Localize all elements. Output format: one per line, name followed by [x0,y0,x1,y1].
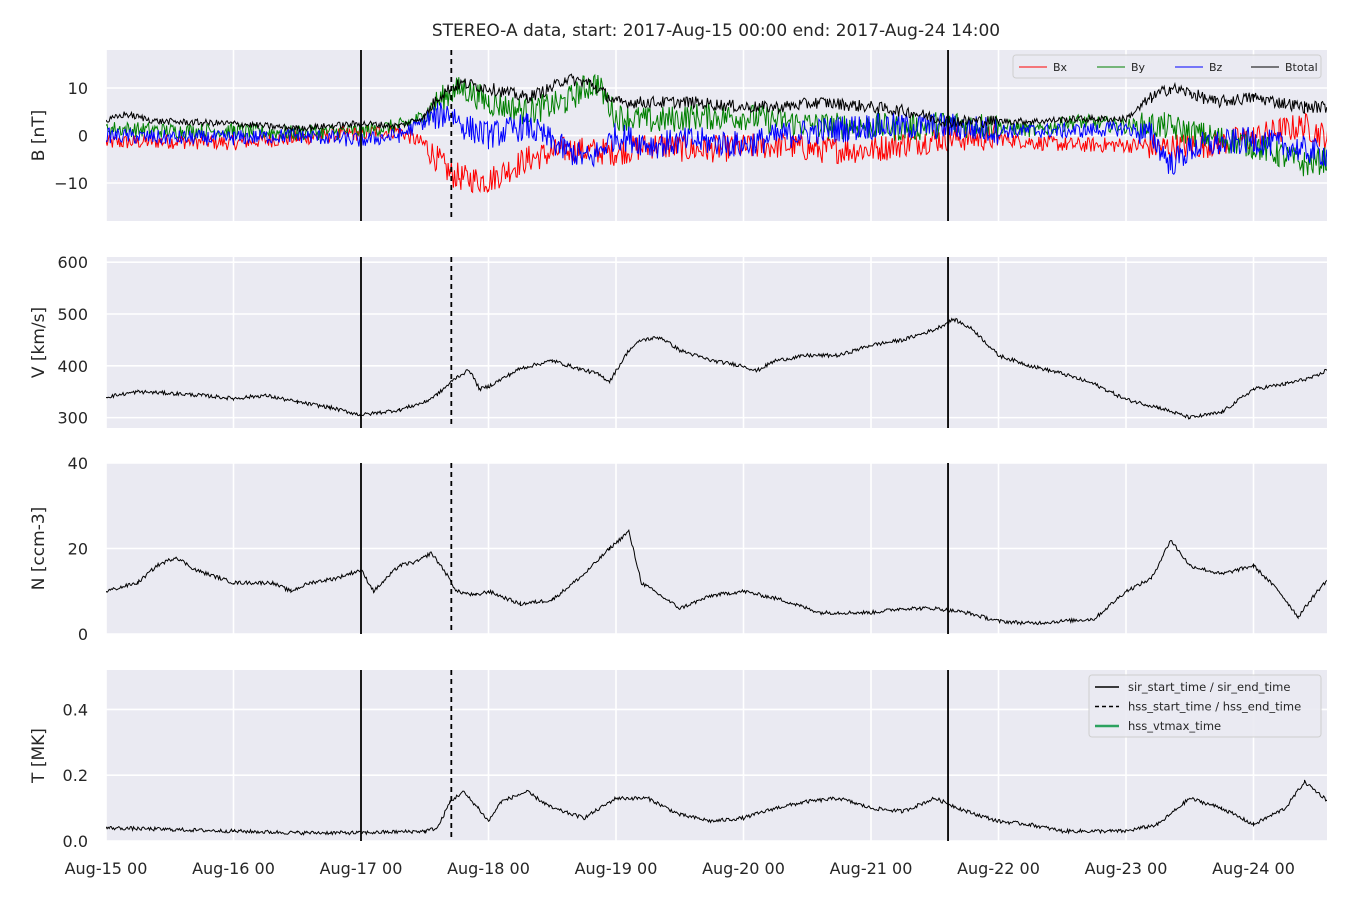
x-tick-label: Aug-15 00 [65,859,148,878]
panel-V-traces [106,317,1327,420]
x-tick-label: Aug-19 00 [575,859,658,878]
chart-title: STEREO-A data, start: 2017-Aug-15 00:00 … [432,21,1000,41]
y-tick-label: 0.0 [63,832,88,851]
legend-label-Bz: Bz [1209,61,1223,74]
panel-V: 600 500 400 300 V [km/s] [29,253,1327,428]
y-tick-label: 10 [68,79,88,98]
y-axis-label-V: V [km/s] [29,307,49,378]
y-tick-label: 40 [68,454,88,473]
b-legend: Bx By Bz Btotal [1012,54,1322,79]
y-tick-label: 600 [57,253,88,272]
panel-B: 10 0 −10 B [nT] Bx By Bz Btotal [29,50,1327,221]
y-axis-label-T: T [MK] [29,728,49,784]
legend-label-By: By [1131,61,1146,74]
panel-V-background [106,257,1327,428]
y-tick-label: 400 [57,357,88,376]
y-tick-label: 500 [57,305,88,324]
y-tick-label: 300 [57,409,88,428]
x-tick-label: Aug-16 00 [192,859,275,878]
series-T-line [106,779,1327,836]
legend-label-Bx: Bx [1053,61,1068,74]
y-tick-label: 0.4 [63,700,88,719]
series-Btotal-line [106,73,1327,133]
x-tick-label: Aug-18 00 [447,859,530,878]
x-tick-labels: Aug-15 00 Aug-16 00 Aug-17 00 Aug-18 00 Aug-… [65,859,1295,878]
y-tick-label: 0 [78,625,88,644]
x-tick-label: Aug-23 00 [1085,859,1168,878]
event-legend-label-1: hss_start_time / hss_end_time [1128,700,1301,714]
x-tick-label: Aug-20 00 [702,859,785,878]
x-tick-label: Aug-22 00 [957,859,1040,878]
event-legend-label-0: sir_start_time / sir_end_time [1128,680,1290,694]
event-legend: sir_start_time / sir_end_time hss_start_t… [1088,674,1322,738]
legend-label-Btotal: Btotal [1285,61,1318,74]
panel-T-traces [106,779,1327,836]
x-tick-label: Aug-17 00 [320,859,403,878]
panel-N: 40 20 0 N [ccm-3] [29,454,1327,644]
series-Bz-line [106,102,1327,175]
panel-B-traces [106,73,1327,194]
event-legend-label-2: hss_vtmax_time [1128,719,1221,733]
x-tick-label: Aug-24 00 [1212,859,1295,878]
y-tick-label: 0.2 [63,766,88,785]
y-axis-label-B: B [nT] [29,110,49,162]
y-tick-label: 20 [68,540,88,559]
y-axis-label-N: N [ccm-3] [29,507,49,591]
panel-N-traces [106,528,1327,626]
x-tick-label: Aug-21 00 [830,859,913,878]
series-V-line [106,317,1327,420]
series-N-line [106,528,1327,626]
y-tick-label: 0 [78,127,88,146]
panel-T: 0.4 0.2 0.0 T [MK] sir_start_time / sir_end_… [29,670,1327,851]
event-legend-frame [1088,674,1322,738]
y-tick-label: −10 [54,174,88,193]
b-legend-frame [1012,54,1322,79]
